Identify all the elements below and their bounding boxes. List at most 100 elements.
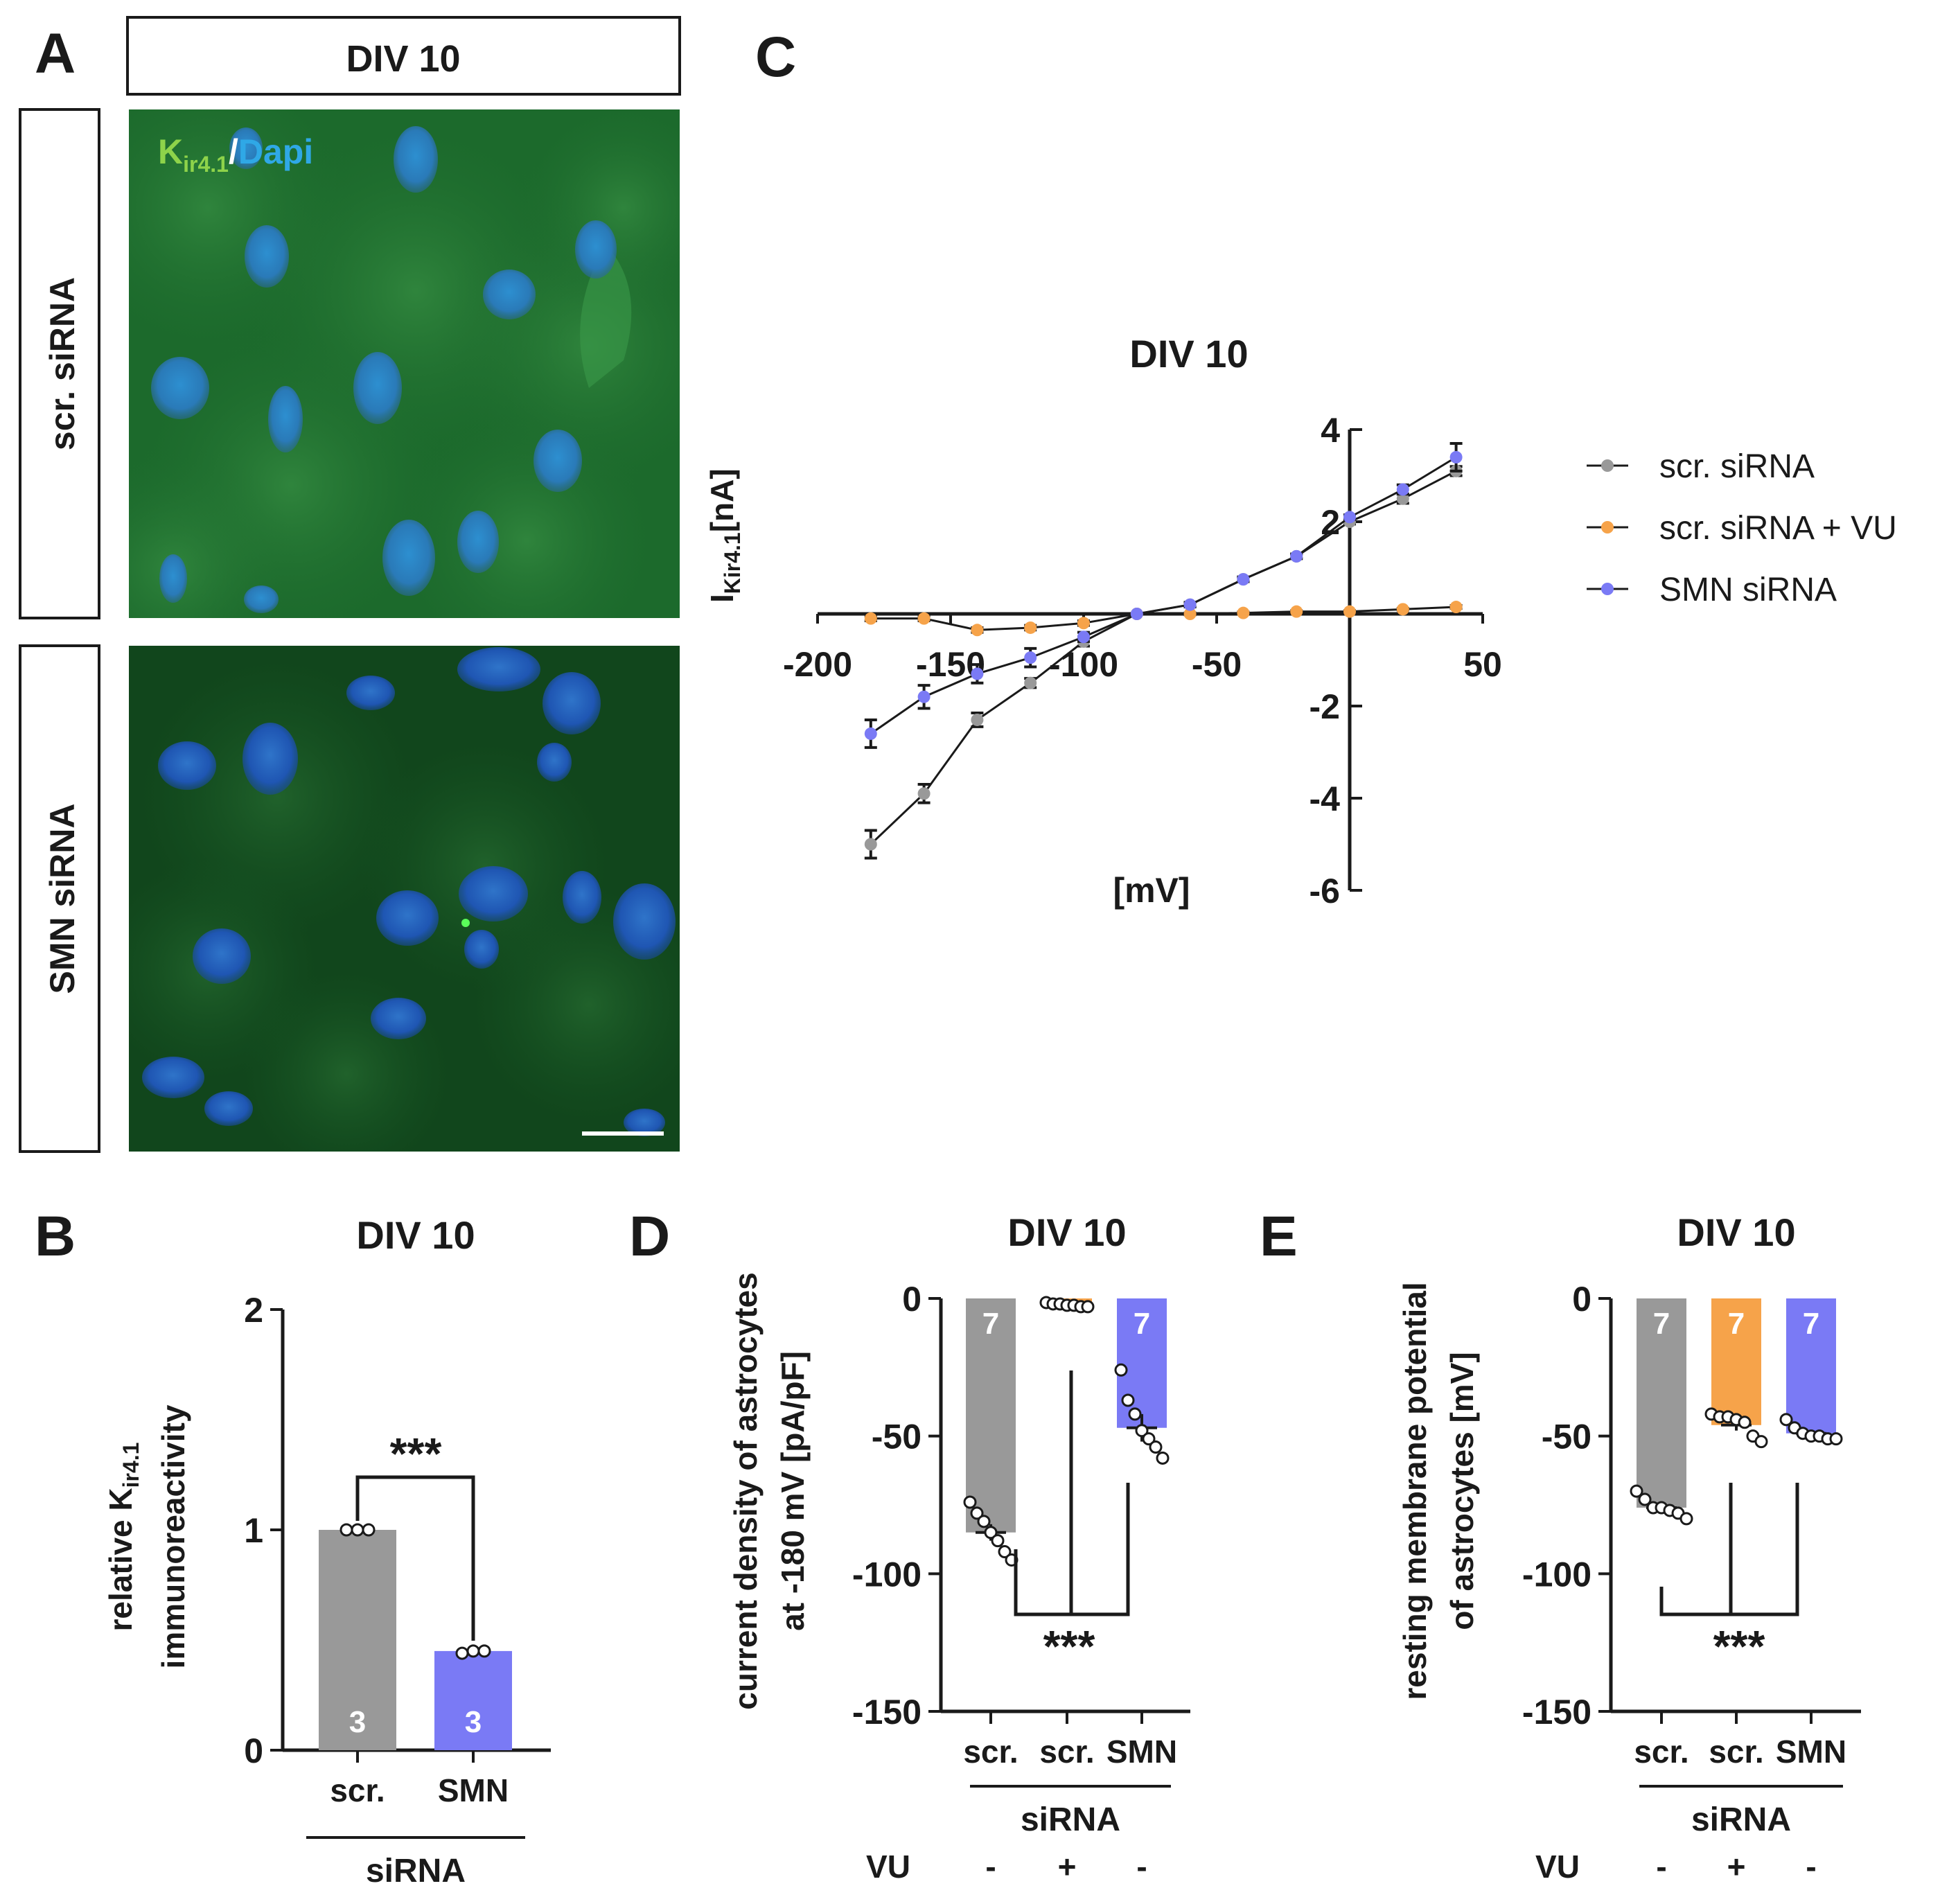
cytoplasm-glow [242, 970, 450, 1152]
category-label: scr. [1709, 1734, 1763, 1770]
data-point [1396, 483, 1409, 496]
data-point [1829, 1432, 1843, 1446]
nucleus [459, 866, 528, 922]
vu-sign: - [1136, 1849, 1147, 1885]
data-point [1237, 606, 1250, 619]
chart-d-ylabel-1: current density of astrocytes [728, 1272, 764, 1709]
legend-label: scr. siRNA + VU [1659, 510, 1897, 547]
y-tick-label: -50 [872, 1418, 922, 1456]
bar-1 [1711, 1298, 1761, 1425]
vu-label: VU [866, 1849, 910, 1885]
data-point [984, 1526, 998, 1540]
y-tick-label: 0 [902, 1280, 922, 1319]
nucleus [268, 386, 303, 452]
chart-e-title: DIV 10 [1677, 1210, 1795, 1254]
bright-cell [580, 249, 632, 388]
chart-b-title: DIV 10 [356, 1213, 475, 1257]
data-point [864, 727, 877, 740]
data-point [1024, 676, 1037, 689]
chart-c-xlabel: [mV] [1113, 871, 1190, 910]
nucleus [371, 998, 426, 1039]
row-label-box-scr [19, 108, 100, 619]
data-point [1343, 511, 1356, 524]
nucleus [151, 357, 209, 419]
nucleus [242, 723, 298, 795]
row-label-scr: scr. siRNA [43, 277, 82, 450]
panel-a-header-box [126, 16, 681, 96]
x-tick-label: -50 [1192, 645, 1242, 684]
data-point [1679, 1512, 1693, 1526]
row-label-smn: SMN siRNA [43, 803, 82, 994]
vu-sign: + [1727, 1849, 1746, 1885]
data-point [1290, 605, 1303, 618]
nucleus [483, 270, 536, 319]
legend-marker [1601, 459, 1614, 472]
y-tick-label: -4 [1310, 779, 1341, 818]
group-label: siRNA [1691, 1801, 1791, 1838]
cytoplasm-glow [388, 402, 665, 618]
data-point [998, 1545, 1012, 1559]
bar-1 [434, 1650, 512, 1750]
nucleus [193, 928, 251, 984]
category-label: SMN [1776, 1734, 1846, 1770]
chart-b-bars: 0 1 2 scr. 3 SMN 3 siRNA *** [244, 1291, 551, 1889]
data-point [1343, 605, 1356, 618]
chart-c-legend: scr. siRNA scr. siRNA + VU SMN siRNA [1587, 448, 1897, 608]
vu-sign: + [1058, 1849, 1077, 1885]
data-point [917, 787, 931, 800]
y-tick-label: 2 [244, 1291, 263, 1330]
nucleus [543, 672, 601, 734]
y-tick-label: -100 [852, 1555, 922, 1594]
data-point [1128, 1407, 1142, 1421]
data-point [1630, 1484, 1643, 1498]
data-point [1290, 549, 1303, 563]
data-point [477, 1644, 491, 1658]
data-point [1077, 617, 1090, 630]
y-tick-label: -100 [1522, 1555, 1591, 1594]
nucleus [613, 883, 676, 960]
data-point [1081, 1300, 1095, 1314]
y-tick-label: 4 [1321, 411, 1340, 450]
data-point [971, 667, 984, 680]
legend-marker [1601, 521, 1614, 534]
data-point [1142, 1432, 1156, 1446]
n-label: 7 [1134, 1307, 1150, 1341]
data-point [1130, 608, 1143, 620]
data-point [1183, 608, 1197, 620]
nucleus [204, 1091, 253, 1126]
y-tick-label: -2 [1310, 687, 1340, 726]
nucleus [537, 743, 572, 782]
stain-legend: Kir4.1/Dapi [158, 132, 313, 177]
nucleus [376, 890, 439, 946]
chart-e-ylabel-2: of astrocytes [mV] [1444, 1352, 1480, 1630]
data-point [455, 1646, 469, 1660]
data-point [1024, 621, 1037, 634]
data-point [917, 690, 931, 703]
data-point [1449, 450, 1463, 464]
chart-e-ylabel-1: resting membrane potential [1397, 1282, 1433, 1700]
nucleus [457, 511, 499, 573]
x-tick-label: -200 [783, 645, 852, 684]
data-point [991, 1534, 1005, 1548]
bar-0 [1637, 1298, 1686, 1508]
legend-label: SMN siRNA [1659, 572, 1837, 608]
data-point [963, 1495, 977, 1509]
n-label: 3 [465, 1705, 482, 1739]
data-point [970, 1506, 984, 1520]
nucleus [575, 220, 617, 279]
bar-2 [1786, 1298, 1836, 1434]
group-label: siRNA [1021, 1801, 1120, 1838]
vu-sign: - [1806, 1849, 1816, 1885]
panel-letter-a: A [35, 22, 76, 85]
panel-letter-c: C [755, 26, 796, 89]
panel-letter-e: E [1260, 1205, 1298, 1268]
row-label-box-smn [19, 644, 100, 1153]
chart-d-ylabel-2: at -180 mV [pA/pF] [775, 1351, 811, 1631]
data-point [1396, 603, 1409, 616]
data-point [1114, 1363, 1128, 1377]
bar-0 [319, 1530, 396, 1750]
chart-b-ylabel-2: immunoreactivity [155, 1404, 191, 1668]
panel-a-header: DIV 10 [346, 38, 460, 80]
data-point [1183, 598, 1197, 611]
